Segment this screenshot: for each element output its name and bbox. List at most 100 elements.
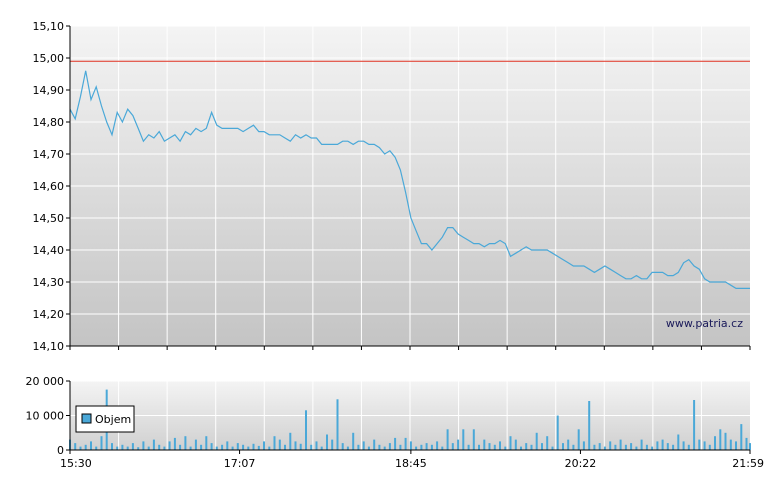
volume-bar-80 [488,443,491,450]
volume-bar-103 [609,441,612,450]
volume-bar-126 [729,439,732,450]
volume-bar-107 [630,443,633,450]
volume-bar-86 [520,446,522,450]
volume-bar-1 [74,443,77,450]
price-y-tick-label-8: 14,90 [33,84,65,97]
volume-bar-94 [562,443,564,450]
volume-bar-97 [577,429,580,450]
price-y-tick-label-6: 14,70 [33,148,65,161]
volume-bar-64 [404,437,407,450]
volume-bar-20 [173,437,176,450]
volume-bar-44 [299,443,302,450]
volume-bar-65 [409,441,412,450]
volume-bar-90 [541,443,543,450]
volume-bar-85 [514,439,517,450]
volume-bar-42 [289,432,292,451]
price-y-tick-label-9: 15,00 [33,52,65,65]
volume-bar-81 [493,444,496,450]
volume-bar-119 [693,400,696,450]
volume-bar-19 [168,441,171,450]
volume-bar-120 [698,439,701,450]
volume-bar-28 [215,446,218,450]
volume-bar-32 [236,443,239,450]
volume-legend: Objem [75,405,135,433]
volume-bar-22 [184,436,187,450]
volume-bar-99 [588,401,591,450]
volume-y-tick-label-1: 10 000 [26,410,65,423]
volume-bar-10 [121,444,124,450]
volume-bar-70 [436,441,439,450]
volume-bar-79 [483,439,486,450]
volume-bar-110 [645,444,648,450]
volume-bar-6 [100,436,103,450]
x-tick-label-4: 21:59 [732,457,764,470]
volume-bar-38 [268,446,271,450]
volume-bar-25 [200,444,203,450]
volume-bar-101 [598,443,601,450]
volume-bar-84 [509,436,512,450]
volume-bar-111 [651,446,654,450]
volume-bar-117 [682,441,685,450]
volume-bar-83 [504,446,507,450]
volume-bar-67 [420,444,423,450]
volume-bar-76 [467,444,470,450]
volume-bar-49 [326,434,328,450]
volume-bar-116 [677,434,680,450]
volume-bar-68 [425,443,428,450]
volume-bar-2 [79,446,82,450]
price-y-tick-label-3: 14,40 [33,244,65,257]
volume-bar-114 [666,443,669,450]
volume-bar-129 [745,437,748,450]
volume-bar-59 [378,444,381,450]
volume-bar-92 [551,446,554,450]
volume-bar-53 [346,446,349,450]
volume-bar-54 [352,432,355,451]
price-y-tick-label-5: 14,60 [33,180,65,193]
volume-bar-113 [661,439,664,450]
volume-bar-71 [441,446,444,450]
volume-x-tick-labels: 15:30 17:07 18:45 20:22 21:59 [60,450,764,470]
volume-bar-66 [415,446,418,450]
x-tick-label-3: 20:22 [565,457,597,470]
volume-bar-34 [247,446,250,450]
volume-legend-label: Objem [95,413,131,426]
price-line [69,70,750,289]
volume-bar-41 [284,444,286,450]
volume-bar-4 [90,441,92,450]
volume-bar-93 [556,415,559,450]
volume-bar-15 [147,446,150,450]
volume-bar-95 [567,439,570,450]
volume-bar-78 [478,444,480,450]
volume-bar-63 [399,444,402,450]
volume-bar-72 [446,429,449,450]
volume-bar-118 [687,444,690,450]
volume-bar-26 [205,436,208,450]
volume-bar-91 [546,436,549,450]
volume-bar-18 [163,446,166,450]
volume-bar-23 [189,446,192,450]
volume-bar-35 [252,443,255,450]
volume-bar-128 [740,424,743,450]
volume-bar-12 [131,443,134,450]
volume-bar-45 [305,410,307,450]
price-grid [70,25,750,347]
price-y-tick-label-1: 14,20 [33,308,65,321]
price-series [69,70,750,289]
volume-y-tick-label-2: 20 000 [26,375,65,388]
volume-bar-50 [331,439,334,450]
volume-bar-127 [735,441,737,450]
volume-bar-9 [116,446,119,450]
volume-bar-98 [582,441,585,450]
volume-bar-109 [640,439,643,450]
volume-bar-89 [535,432,538,451]
volume-bar-100 [593,444,596,450]
price-y-tick-label-10: 15,10 [33,20,65,33]
volume-bar-8 [111,443,113,450]
volume-bar-88 [530,444,533,450]
volume-bar-21 [179,444,182,450]
price-y-tick-label-4: 14,50 [33,212,65,225]
volume-bar-58 [373,439,376,450]
x-tick-label-1: 17:07 [224,457,256,470]
volume-bar-13 [137,447,140,450]
